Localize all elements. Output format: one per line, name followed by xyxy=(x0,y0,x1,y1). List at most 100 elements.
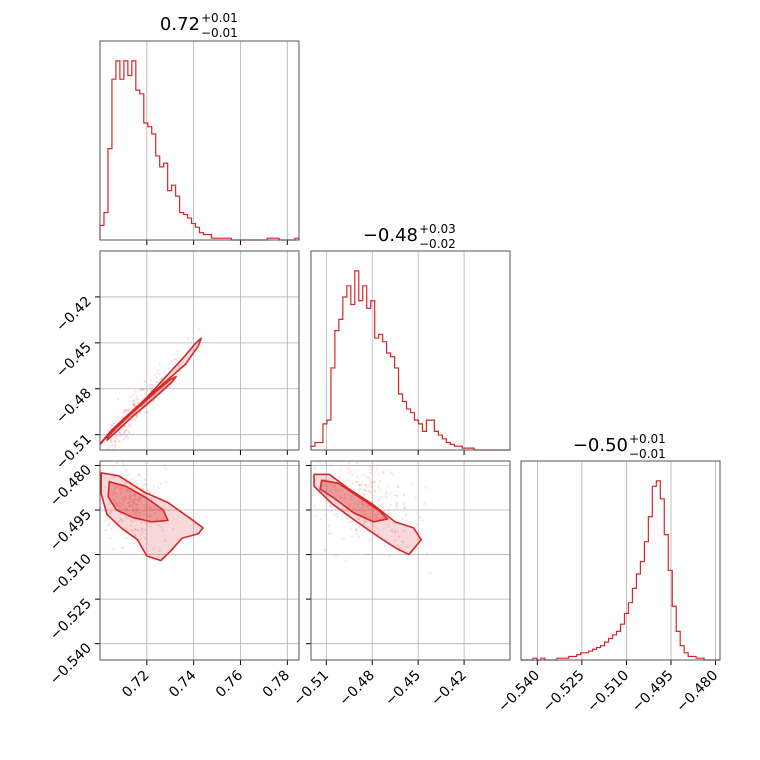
scatter-point xyxy=(104,519,107,523)
scatter-point xyxy=(135,514,139,517)
scatter-point xyxy=(355,531,358,535)
scatter-point xyxy=(124,508,127,511)
scatter-point xyxy=(405,545,408,549)
scatter-point xyxy=(108,502,111,506)
scatter-point xyxy=(122,432,125,435)
scatter-point xyxy=(387,512,390,516)
scatter-point xyxy=(410,483,414,486)
scatter-point xyxy=(329,505,332,508)
scatter-point xyxy=(124,425,127,428)
scatter-point xyxy=(96,495,98,497)
scatter-point xyxy=(186,337,190,340)
scatter-point xyxy=(101,455,103,457)
scatter-point xyxy=(155,376,158,379)
contour-outer xyxy=(313,473,423,556)
scatter-point xyxy=(380,503,383,507)
scatter-point xyxy=(190,349,193,353)
scatter-point xyxy=(123,435,127,439)
scatter-point xyxy=(162,505,165,508)
histogram-step-line xyxy=(310,270,510,451)
scatter-point xyxy=(132,399,135,402)
scatter-point xyxy=(113,443,116,447)
scatter-point xyxy=(111,450,113,452)
scatter-point xyxy=(144,505,147,509)
scatter-point xyxy=(373,489,376,492)
scatter-point xyxy=(360,499,363,503)
scatter-point xyxy=(353,503,357,506)
scatter-point xyxy=(359,487,362,490)
scatter-point xyxy=(127,504,130,507)
scatter-point xyxy=(130,529,133,532)
scatter-point xyxy=(118,429,122,432)
scatter-point xyxy=(126,489,129,492)
scatter-point xyxy=(139,533,142,536)
scatter-point xyxy=(362,492,366,496)
tick-label-x: 0.76 xyxy=(213,667,246,700)
scatter-point xyxy=(123,431,127,434)
scatter-point xyxy=(124,536,128,540)
scatter-point xyxy=(386,486,389,489)
scatter-point xyxy=(401,540,404,544)
scatter-point xyxy=(323,514,327,517)
scatter-point xyxy=(134,404,138,407)
scatter-point xyxy=(144,482,147,486)
scatter-point xyxy=(345,559,348,562)
scatter-point xyxy=(120,487,123,490)
scatter-point xyxy=(122,546,125,550)
scatter-point xyxy=(109,439,113,442)
scatter-point xyxy=(148,491,152,494)
scatter-point xyxy=(407,519,410,523)
panel-frame xyxy=(520,460,721,661)
scatter-point xyxy=(113,422,116,425)
scatter-point xyxy=(136,401,139,405)
scatter-point xyxy=(142,504,145,507)
title-value: −0.50 xyxy=(573,435,628,456)
title-param-0: 0.72 +0.01 −0.01 xyxy=(160,11,238,40)
scatter-point xyxy=(355,480,358,484)
scatter-point xyxy=(134,400,137,404)
scatter-point xyxy=(149,383,152,387)
scatter-point xyxy=(123,409,126,413)
scatter-point xyxy=(365,520,368,523)
scatter-point xyxy=(128,431,131,435)
scatter-point xyxy=(123,425,127,428)
scatter-point xyxy=(163,371,167,375)
scatter-point xyxy=(151,509,154,512)
scatter-point xyxy=(121,520,124,523)
scatter-point xyxy=(133,533,137,536)
scatter-point xyxy=(152,400,155,403)
scatter-point xyxy=(161,376,164,379)
scatter-point xyxy=(115,461,119,465)
scatter-point xyxy=(329,505,332,508)
scatter-point xyxy=(371,486,374,490)
scatter-point xyxy=(354,528,357,531)
scatter-point xyxy=(138,512,141,515)
scatter-point xyxy=(137,474,140,477)
scatter-point xyxy=(402,503,406,506)
scatter-point xyxy=(372,480,375,484)
scatter-point xyxy=(128,490,132,494)
scatter-point xyxy=(124,495,127,499)
scatter-point xyxy=(389,471,393,474)
scatter-point xyxy=(136,397,140,400)
scatter-point xyxy=(377,485,380,489)
scatter-point xyxy=(314,514,317,518)
scatter-point xyxy=(368,515,371,519)
scatter-point xyxy=(132,419,135,422)
panel-frame xyxy=(310,460,511,661)
histogram-panel-2: −0.540−0.525−0.510−0.495−0.480 xyxy=(495,460,721,716)
scatter-point xyxy=(122,499,125,502)
scatter-point xyxy=(116,416,119,419)
scatter-point xyxy=(382,516,386,519)
scatter-point xyxy=(388,554,391,558)
scatter-point xyxy=(143,380,146,383)
scatter-point xyxy=(141,387,144,391)
scatter-panel-1-2: −0.51 −0.48 −0.45 −0.42 xyxy=(290,460,511,709)
scatter-point xyxy=(89,489,91,491)
scatter-point xyxy=(115,492,118,495)
scatter-point xyxy=(330,489,333,492)
scatter-point xyxy=(117,504,120,508)
scatter-point xyxy=(373,530,376,533)
scatter-point xyxy=(134,397,138,401)
tick-label-x: −0.540 xyxy=(495,668,543,716)
